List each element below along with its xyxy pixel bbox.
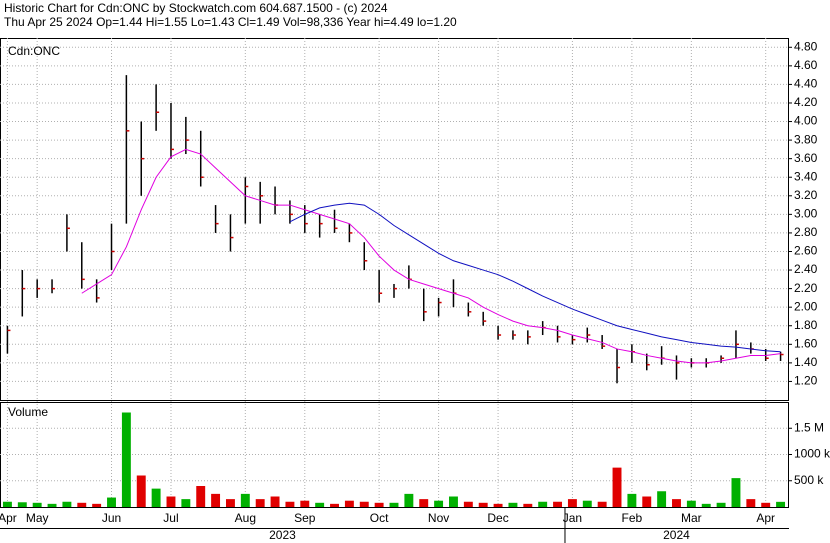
moving-average (289, 202, 781, 353)
volume-bar (330, 503, 339, 507)
x-tick-label: Aug (235, 511, 256, 525)
x-tick-label: May (26, 511, 49, 525)
volume-bar (686, 500, 696, 507)
volume-bar (389, 502, 399, 507)
y-tick-label: 1.40 (794, 355, 818, 369)
volume-bar (419, 499, 429, 507)
y-tick-label: 2.60 (794, 244, 818, 258)
y-tick-label: 3.60 (794, 151, 818, 165)
y-tick-label: 2.40 (794, 262, 818, 276)
volume-bar (344, 500, 354, 507)
y-tick-label: 3.80 (794, 132, 818, 146)
volume-bar (567, 499, 577, 507)
x-tick-label: Mar (681, 511, 702, 525)
volume-bar (300, 500, 310, 507)
volume-bar (32, 502, 42, 507)
volume-bar (508, 502, 518, 507)
volume-bar (270, 496, 280, 507)
volume-bar (716, 502, 726, 507)
volume-bar (107, 497, 116, 507)
volume-bar (166, 496, 176, 507)
volume-bar (181, 499, 191, 507)
volume-bar (672, 499, 681, 507)
volume-bar (449, 496, 458, 507)
y-tick-label: 1000 k (794, 447, 830, 461)
x-tick-label: Jul (163, 511, 178, 525)
volume-bar (196, 486, 206, 507)
volume-bar (136, 475, 146, 507)
y-tick-label: 4.60 (794, 58, 818, 72)
volume-bar (553, 501, 563, 507)
x-tick-label: Nov (428, 511, 449, 525)
panel-title: Volume (8, 405, 48, 419)
x-tick-label: Jun (102, 511, 121, 525)
y-tick-label: 2.00 (794, 299, 818, 313)
volume-bar (776, 501, 786, 507)
volume-bar (463, 501, 473, 507)
year-label: 2024 (663, 528, 690, 542)
y-tick-label: 4.80 (794, 39, 818, 53)
volume-bar (538, 501, 548, 507)
volume-bar (701, 503, 711, 507)
y-tick-label: 3.20 (794, 188, 818, 202)
panel-title: Cdn:ONC (8, 44, 60, 58)
x-tick-label: Sep (294, 511, 316, 525)
y-tick-label: 4.40 (794, 77, 818, 91)
y-tick-label: 2.20 (794, 281, 818, 295)
x-tick-label: Feb (622, 511, 643, 525)
volume-bar (582, 500, 592, 507)
volume-bar (731, 478, 741, 507)
x-tick-label: Dec (487, 511, 508, 525)
volume-bar (478, 502, 488, 507)
volume-bar (404, 493, 414, 507)
y-tick-label: 2.80 (794, 225, 818, 239)
y-tick-label: 1.60 (794, 336, 818, 350)
volume-bar (62, 501, 72, 507)
volume-bar (657, 491, 667, 507)
volume-bar (211, 493, 221, 507)
y-tick-label: 1.20 (794, 374, 818, 388)
volume-bar (151, 488, 161, 507)
y-tick-label: 4.00 (794, 114, 818, 128)
volume-bar (597, 501, 607, 507)
volume-bar (761, 502, 771, 507)
moving-average (81, 148, 781, 364)
y-tick-label: 3.00 (794, 207, 818, 221)
x-tick-label: Apr (0, 511, 17, 525)
year-label: 2023 (269, 528, 296, 542)
volume-bar (47, 503, 57, 507)
volume-bar (240, 493, 250, 507)
y-tick-label: 4.20 (794, 95, 818, 109)
volume-bar (523, 503, 533, 507)
volume-bar (493, 503, 503, 507)
volume-bar (255, 499, 265, 507)
volume-bar (315, 502, 325, 507)
volume-bar (434, 500, 444, 507)
volume-bar (121, 412, 131, 507)
y-tick-label: 1.5 M (794, 420, 824, 434)
x-tick-label: Jan (563, 511, 582, 525)
volume-bar (92, 503, 102, 507)
volume-bar (17, 502, 27, 507)
volume-bar (2, 501, 12, 507)
x-tick-label: Oct (370, 511, 389, 525)
volume-bar (77, 502, 87, 507)
volume-panel (0, 402, 789, 508)
volume-bar (612, 467, 622, 507)
volume-bar (225, 499, 235, 507)
x-tick-label: Apr (756, 511, 775, 525)
volume-bar (285, 501, 295, 507)
y-tick-label: 3.40 (794, 169, 818, 183)
y-tick-label: 500 k (794, 473, 824, 487)
volume-bar (642, 496, 652, 507)
volume-bar (359, 501, 369, 507)
price-panel (0, 38, 789, 401)
y-tick-label: 1.80 (794, 318, 818, 332)
header-line-2: Thu Apr 25 2024 Op=1.44 Hi=1.55 Lo=1.43 … (4, 15, 457, 29)
volume-bar (746, 499, 756, 507)
header-line-1: Historic Chart for Cdn:ONC by Stockwatch… (4, 1, 388, 15)
volume-bar (374, 502, 384, 507)
volume-bar (627, 493, 637, 507)
